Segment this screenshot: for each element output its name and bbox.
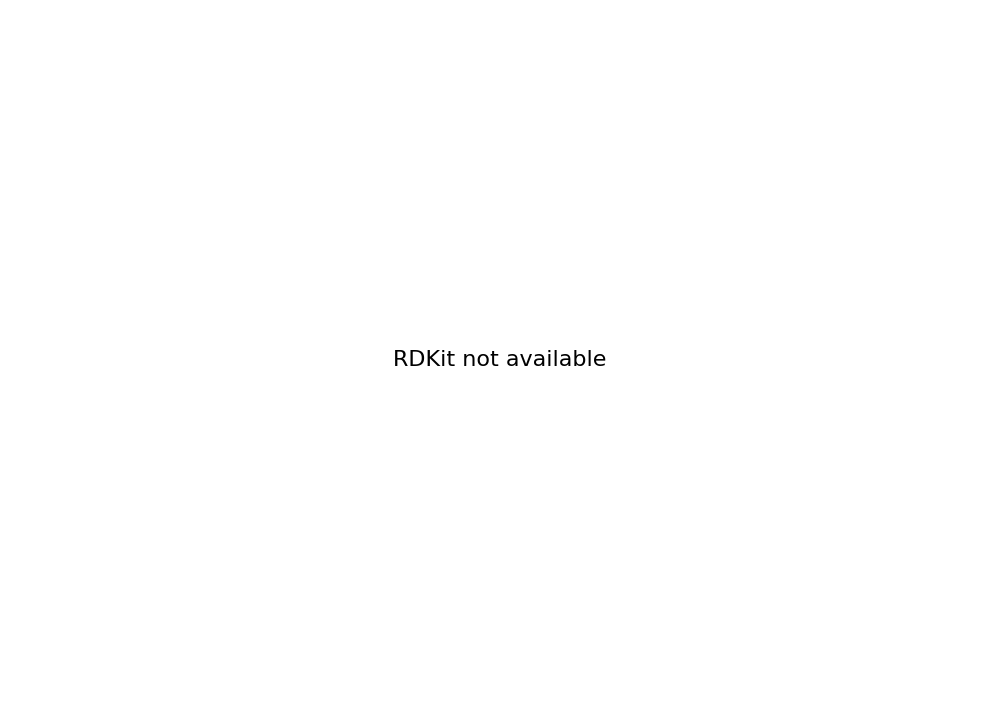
Text: RDKit not available: RDKit not available [394,350,606,370]
